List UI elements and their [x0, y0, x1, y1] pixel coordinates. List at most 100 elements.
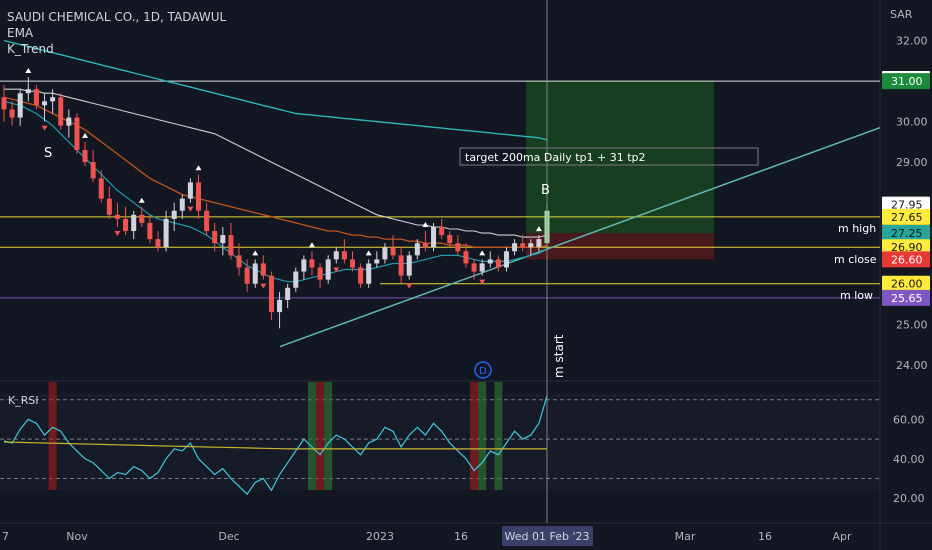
m-close-label: m close	[834, 253, 877, 266]
candle-body	[333, 251, 339, 260]
target-zone	[526, 81, 714, 234]
m-low-label: m low	[840, 289, 873, 302]
candle-body	[520, 243, 526, 248]
up-arrow-marker	[535, 226, 542, 232]
candle-body	[528, 243, 534, 248]
currency-label: SAR	[890, 8, 913, 21]
candle-body	[341, 251, 347, 260]
price-tick-label: 25.00	[896, 318, 928, 331]
dividend-letter: D	[479, 366, 487, 377]
rsi-series	[0, 382, 880, 496]
candle-body	[139, 214, 145, 223]
time-axis[interactable]: 7 Nov Dec 2023 16 Mar 16 Apr	[2, 530, 852, 543]
time-tick-label: Dec	[218, 530, 239, 543]
up-arrow-marker	[25, 68, 32, 74]
candle-body	[390, 247, 396, 256]
down-arrow-marker	[260, 283, 267, 289]
price-tag	[882, 196, 930, 213]
rsi-axis[interactable]: 20.00 40.00 60.00	[893, 413, 925, 505]
time-tick-label: Apr	[832, 530, 852, 543]
candle-body	[42, 101, 48, 106]
ema-indicator-label[interactable]: EMA	[7, 26, 34, 40]
candle-body	[406, 255, 412, 276]
up-arrow-marker	[422, 222, 429, 228]
candle-body	[503, 251, 509, 268]
buy-signal-label: B	[541, 183, 550, 198]
chart-symbol-title[interactable]: SAUDI CHEMICAL CO., 1D, TADAWUL	[7, 10, 227, 24]
candle-body	[195, 182, 202, 211]
down-arrow-marker	[187, 206, 194, 212]
stop-zone	[526, 233, 714, 260]
candle-body	[155, 239, 161, 248]
candle-body	[439, 226, 445, 236]
price-tag	[882, 73, 930, 90]
candle-body	[260, 263, 266, 276]
ma200-line	[3, 39, 548, 141]
target-note-box[interactable]	[459, 147, 759, 166]
price-tick-label: 29.00	[896, 156, 928, 169]
candle-body	[220, 235, 226, 244]
price-tag	[882, 289, 930, 306]
target-note-text: target 200ma Daily tp1 + 31 tp2	[465, 151, 646, 164]
down-arrow-marker	[406, 283, 413, 289]
rsi-down-band	[316, 382, 325, 490]
rsi-up-band	[478, 382, 487, 490]
up-arrow-marker	[252, 250, 259, 256]
price-tag	[882, 208, 930, 225]
candle-body	[50, 97, 56, 102]
price-tag	[882, 225, 930, 242]
candle-body	[74, 117, 80, 150]
crosshair-date-tag	[502, 526, 593, 546]
candle-body	[325, 259, 331, 280]
rsi-tick-label: 20.00	[893, 492, 925, 505]
down-arrow-marker	[41, 125, 48, 131]
time-tick-label: 2023	[366, 530, 394, 543]
candle-body	[106, 198, 112, 215]
candle-body	[317, 267, 323, 280]
candle-body	[536, 239, 542, 248]
candle-body	[422, 243, 428, 248]
candle-body	[358, 267, 364, 284]
candle-body	[487, 259, 493, 264]
k-trend-indicator-label[interactable]: K_Trend	[7, 42, 54, 56]
candle-body	[431, 226, 437, 248]
rsi-up-band	[324, 382, 333, 490]
candle-body	[123, 218, 129, 232]
candle-body	[512, 243, 518, 252]
m-high-label: m high	[838, 222, 876, 235]
candle-body	[293, 271, 299, 288]
up-arrow-marker	[195, 165, 202, 171]
trend-markers	[25, 68, 542, 289]
candle-body	[1, 97, 7, 110]
candle-body	[187, 182, 193, 199]
dividend-icon[interactable]	[474, 361, 492, 379]
candle-body	[33, 89, 39, 106]
candle-body	[179, 198, 185, 211]
rsi-title: K_RSI	[8, 394, 39, 407]
up-arrow-marker	[308, 242, 315, 248]
rsi-pane-background	[0, 394, 880, 490]
price-tag	[882, 239, 930, 256]
price-tick-label: 30.00	[896, 116, 928, 129]
candle-body	[236, 255, 242, 268]
price-tag-label: 25.65	[891, 292, 923, 305]
price-tag-label: 26.90	[891, 241, 923, 254]
candle-body	[131, 214, 137, 232]
rsi-up-band	[307, 382, 316, 490]
candle-body	[447, 235, 453, 244]
up-arrow-marker	[365, 250, 372, 256]
time-tick-label: Nov	[66, 530, 88, 543]
candle-body	[414, 243, 420, 256]
time-tick-label: 7	[2, 530, 9, 543]
candle-body	[268, 275, 274, 313]
price-tick-label: 32.00	[896, 35, 928, 48]
trend-line	[279, 126, 881, 348]
candle-body	[471, 263, 477, 272]
candle-body	[163, 218, 169, 248]
time-tick-label: 16	[758, 530, 772, 543]
price-tick-label: 24.00	[896, 359, 928, 372]
trade-zones	[526, 81, 714, 260]
sell-signal-label: S	[44, 146, 52, 161]
candle-body	[25, 89, 31, 94]
